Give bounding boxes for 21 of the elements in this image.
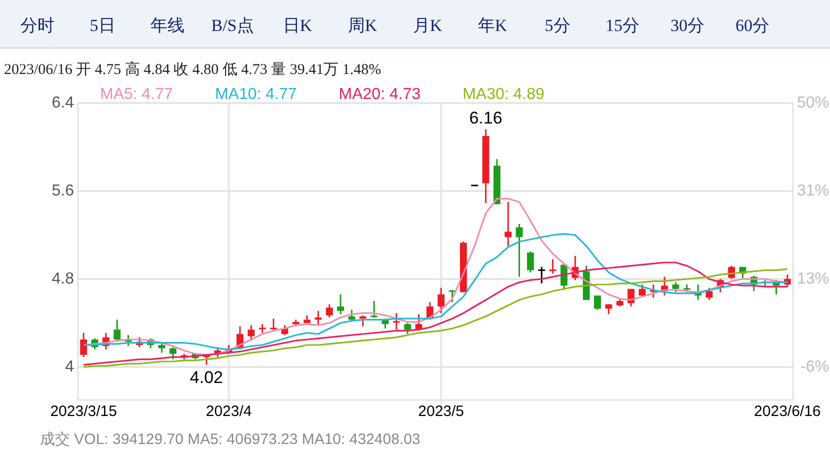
- annotation: 4.02: [190, 368, 224, 387]
- text: MA30: 4.89: [462, 86, 545, 103]
- y2-tick-label: -6%: [800, 358, 829, 376]
- chart-title: 2023/06/16 开 4.75 高 4.84 收 4.80 低 4.73 量 39.41万 1.48%: [4, 61, 382, 78]
- x-tick-label: 2023/3/15: [50, 403, 117, 420]
- text: MA5: 4.77: [100, 86, 174, 103]
- y-tick-label: 6.4: [52, 94, 74, 112]
- x-tick-label: 2023/6/16: [754, 403, 821, 420]
- annotation: 6.16: [469, 108, 502, 128]
- text: 成交 VOL: 394129.70 MA5: 406973.23 MA10: 432408.03: [40, 431, 420, 448]
- text: MA20: 4.73: [338, 86, 421, 103]
- tab-bar: 分时 5日 年线 B/S点 日K 周K 月K 年K 5分 15分 30分 60分: [0, 0, 830, 48]
- y-tick-label: 4: [65, 358, 74, 376]
- y2-tick-label: 13%: [796, 270, 829, 288]
- y-tick-label: 4.8: [52, 270, 74, 288]
- x-tick-label: 2023/5: [418, 403, 464, 420]
- y2-tick-label: 31%: [796, 182, 829, 200]
- y-tick-label: 5.6: [52, 182, 74, 200]
- y2-tick-label: 50%: [796, 94, 829, 112]
- text: MA10: 4.77: [214, 86, 297, 103]
- x-tick-label: 2023/4: [206, 403, 252, 420]
